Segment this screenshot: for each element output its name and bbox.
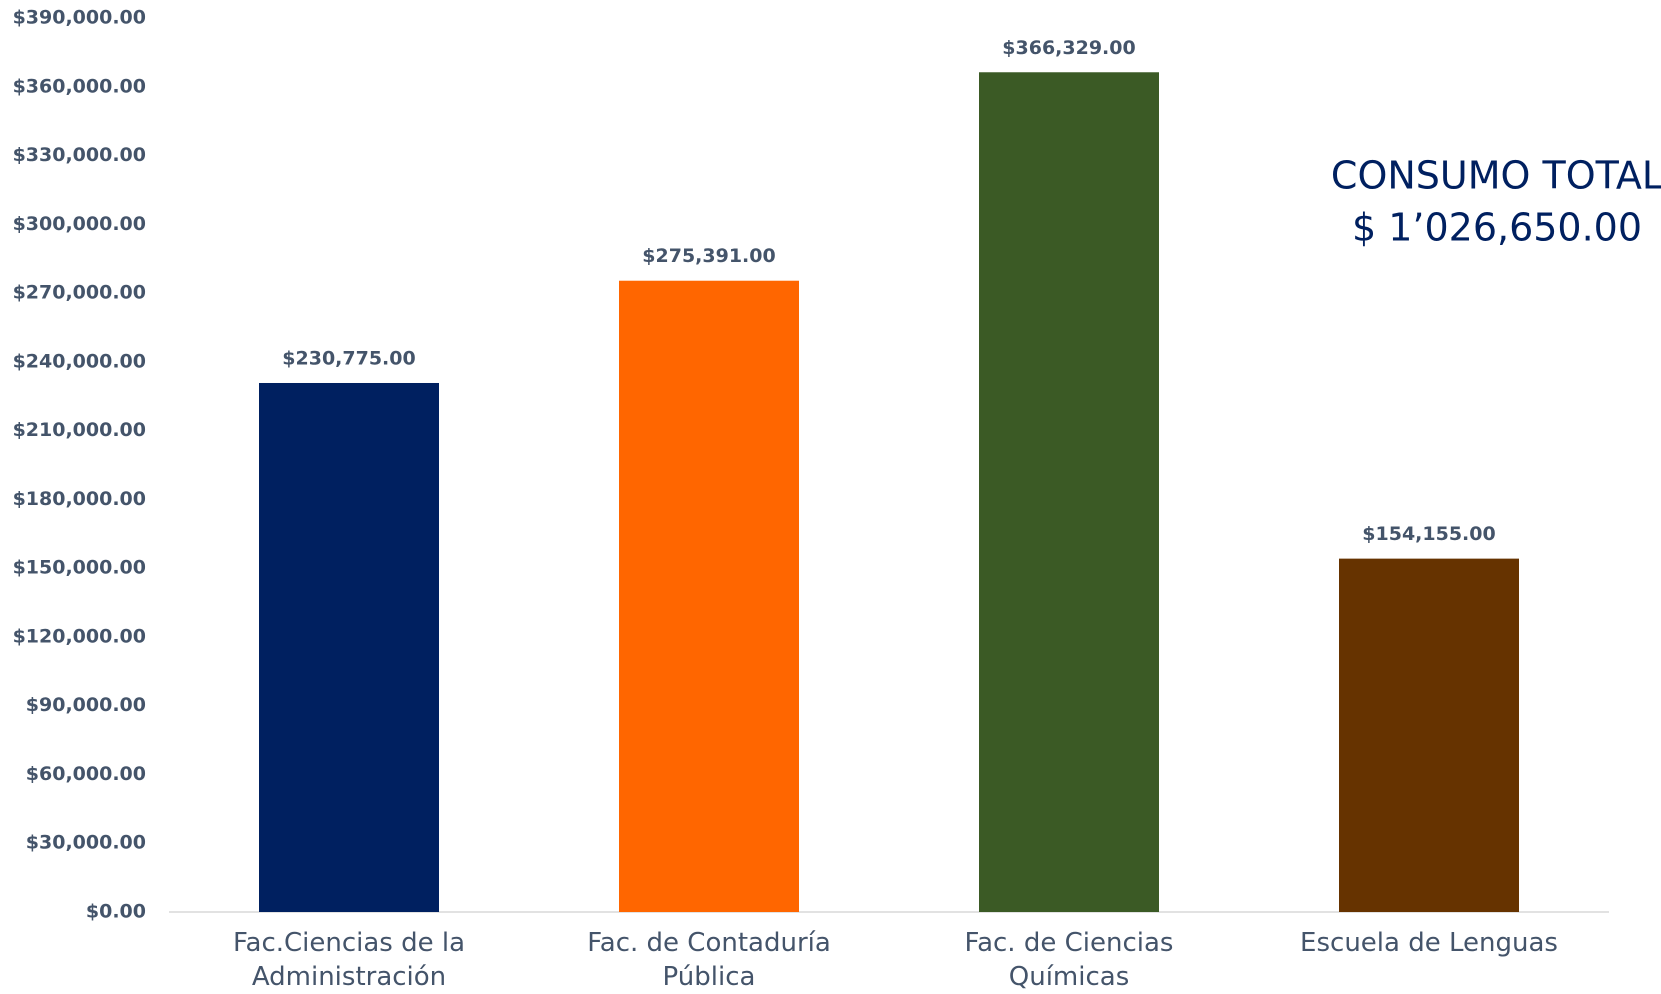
bar [979, 72, 1159, 912]
y-tick-label: $150,000.00 [13, 557, 146, 579]
x-tick-label: Fac.Ciencias de la Administración [232, 928, 466, 992]
y-tick-label: $60,000.00 [26, 763, 146, 785]
data-label: $366,329.00 [1002, 37, 1135, 59]
bar [259, 382, 439, 913]
y-tick-label: $270,000.00 [13, 282, 146, 304]
y-tick-label: $120,000.00 [13, 625, 146, 647]
y-tick-label: $210,000.00 [13, 419, 146, 441]
y-tick-label: $330,000.00 [13, 144, 146, 166]
bar [619, 280, 799, 912]
y-tick-label: $300,000.00 [13, 213, 146, 235]
y-tick-label: $240,000.00 [13, 350, 146, 372]
y-tick-label: $180,000.00 [13, 488, 146, 510]
y-tick-label: $360,000.00 [13, 75, 146, 97]
y-tick-label: $30,000.00 [26, 832, 146, 854]
y-tick-label: $90,000.00 [26, 694, 146, 716]
annotation: CONSUMO TOTAL [1331, 154, 1661, 198]
x-tick-label: Fac. de Ciencias Químicas [964, 928, 1174, 992]
y-tick-label: $390,000.00 [13, 7, 146, 29]
x-tick-label: Fac. de Contaduría Pública [587, 928, 831, 992]
y-tick-label: $0.00 [86, 901, 146, 923]
annotation: $ 1’026,650.00 [1352, 206, 1642, 250]
x-tick-label: Escuela de Lenguas [1300, 928, 1558, 958]
bar [1339, 558, 1519, 912]
data-label: $275,391.00 [642, 245, 775, 267]
data-label: $230,775.00 [282, 347, 415, 369]
data-label: $154,155.00 [1362, 523, 1495, 545]
